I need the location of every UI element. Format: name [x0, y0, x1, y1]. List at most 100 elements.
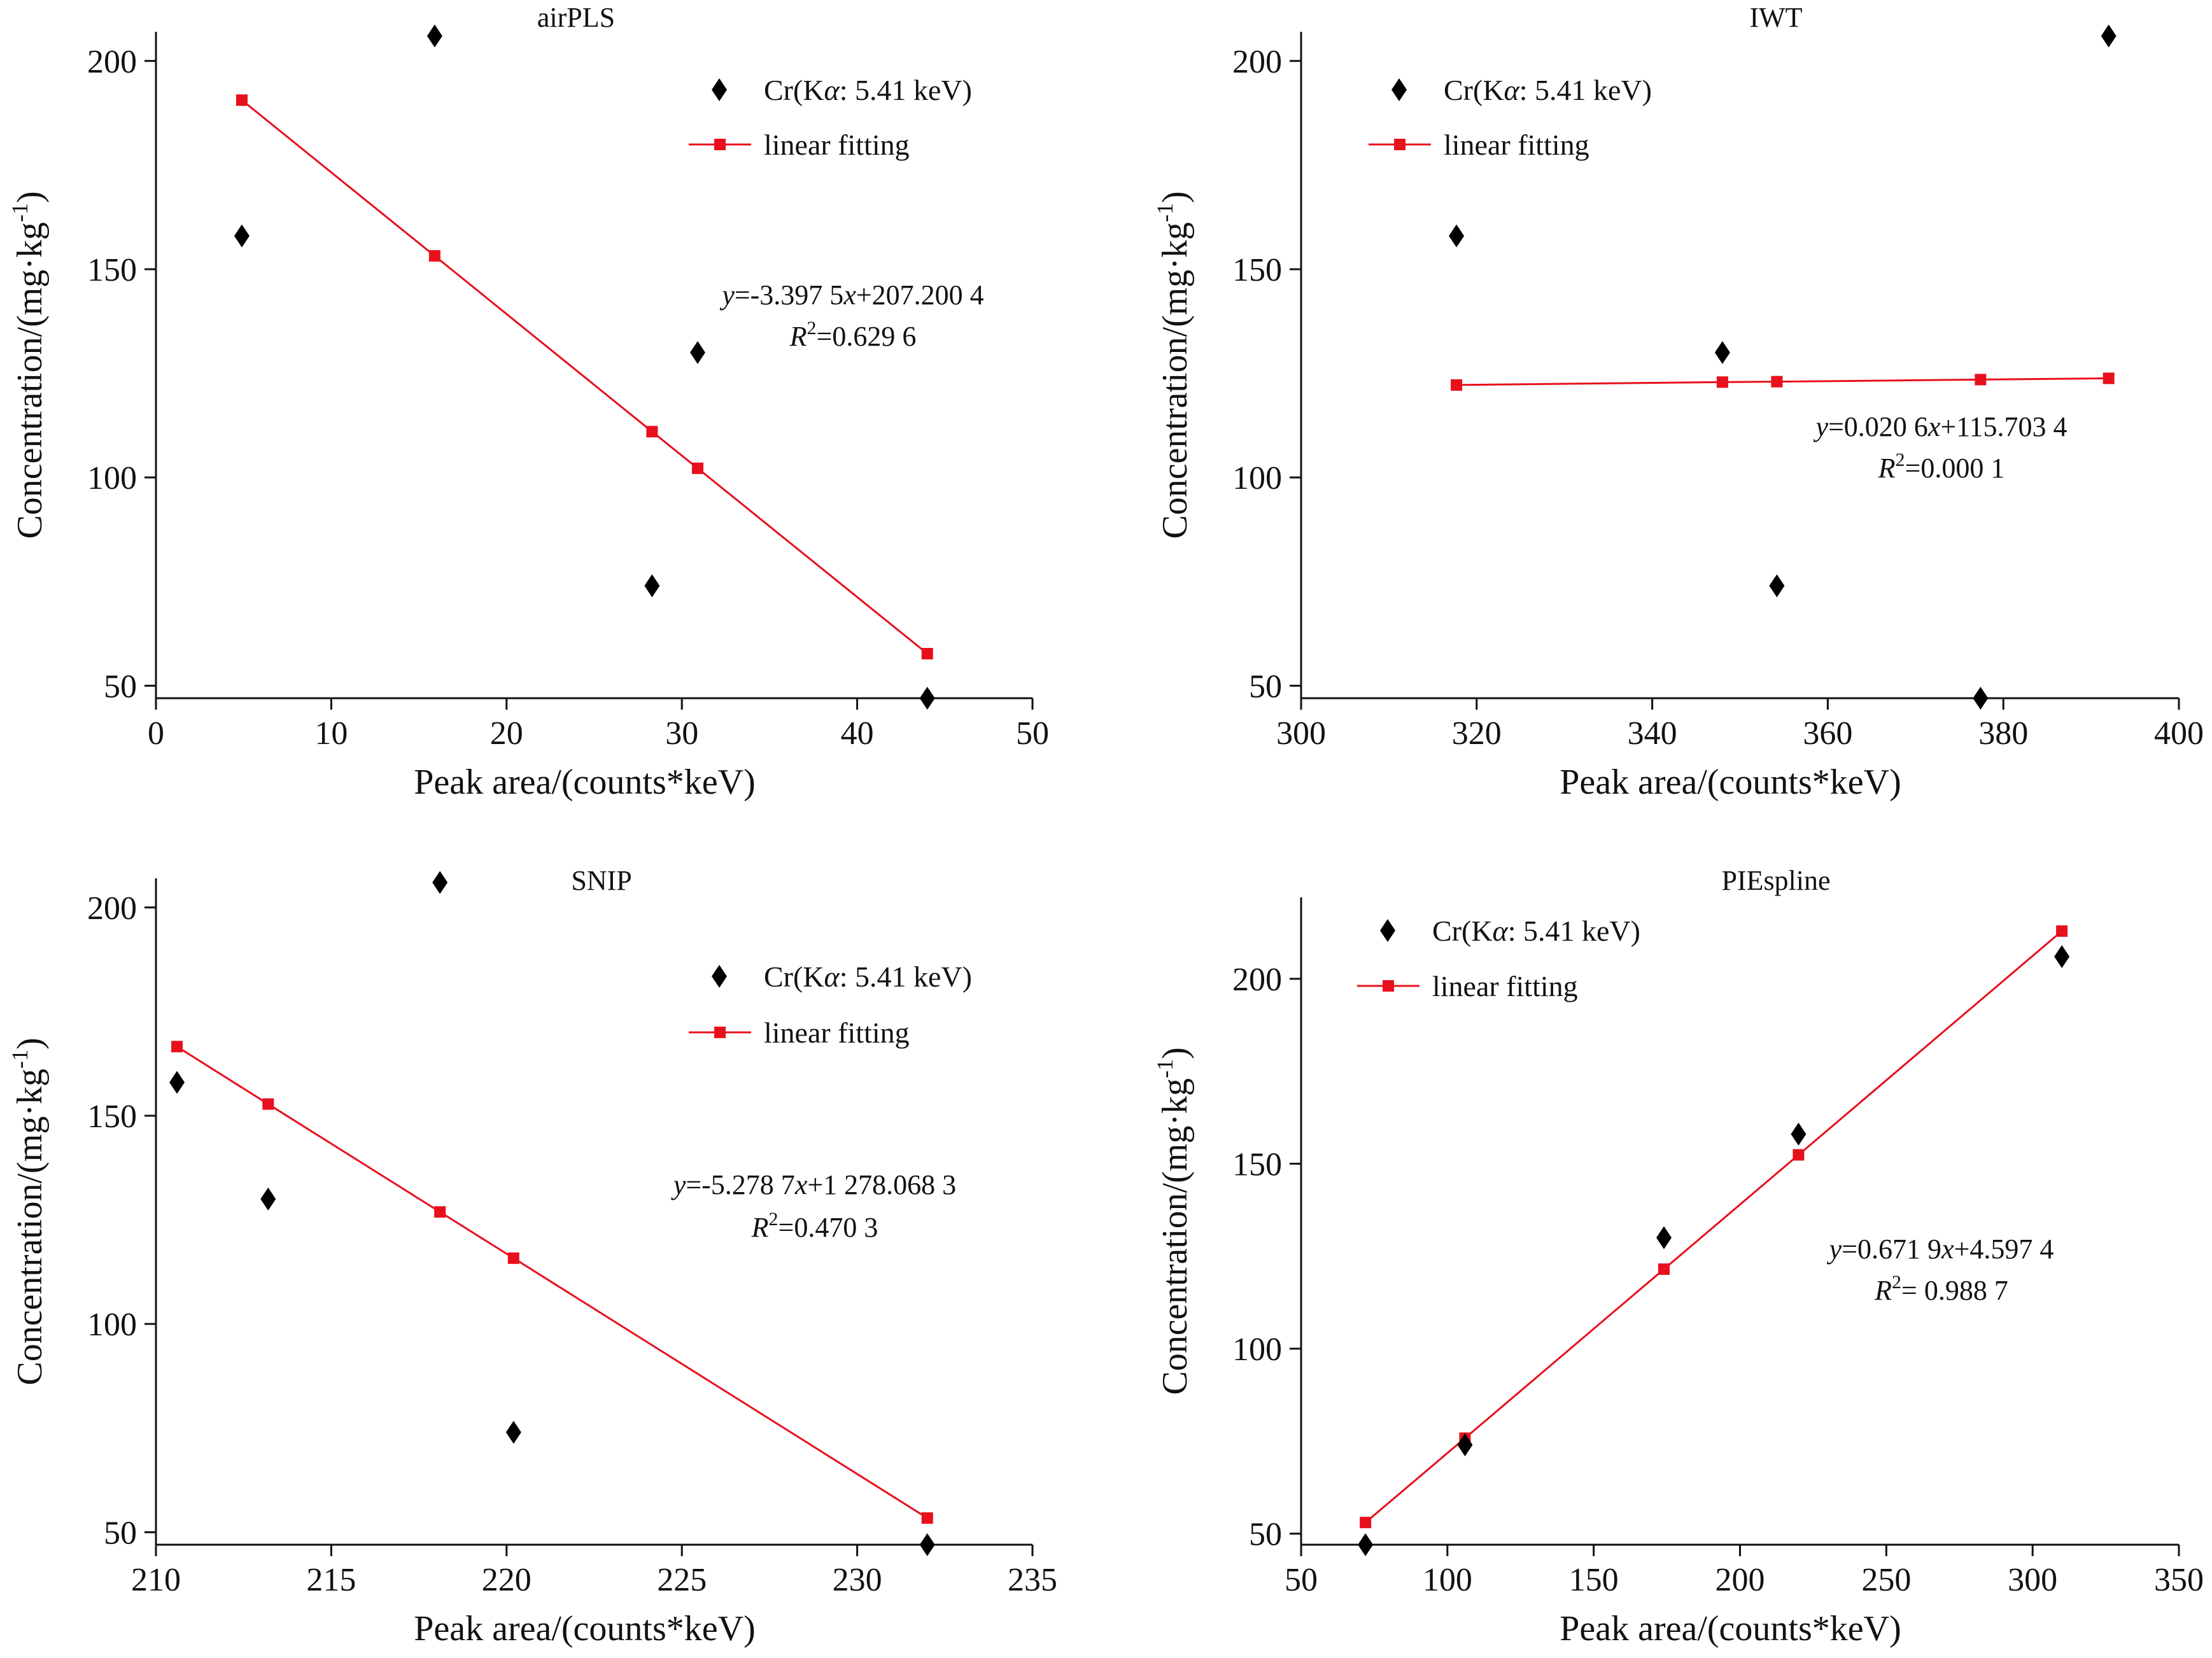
legend-label-rest: : 5.41 keV): [1508, 915, 1640, 947]
data-point: [2054, 945, 2070, 968]
data-point: [2101, 24, 2117, 48]
fit-point: [507, 1252, 519, 1264]
equation-y-symbol: y: [671, 1169, 686, 1200]
y-axis-label-main: Concentration/(mg·kg: [10, 222, 50, 539]
equation-intercept: +1 278.068 3: [807, 1169, 956, 1200]
x-axis-label: Peak area/(counts*keV): [414, 1609, 755, 1648]
fit-point: [1975, 374, 1987, 386]
fit-point: [2056, 925, 2068, 937]
data-point: [432, 871, 448, 894]
equation-intercept: +4.597 4: [1954, 1233, 2054, 1265]
chart-panel-3: PIEspline 50 100 150 200 250 300 350 50 100 150 200…: [1152, 865, 2204, 1648]
equation-slope: =-5.278 7: [686, 1169, 794, 1200]
y-tick-label: 200: [1232, 44, 1282, 80]
legend-label-alpha: α: [1493, 915, 1509, 947]
data-point: [1656, 1226, 1672, 1249]
r-squared-value: =0.629 6: [817, 321, 917, 352]
fit-point: [1716, 376, 1728, 388]
legend-label-rest: : 5.41 keV): [840, 74, 972, 106]
y-axis-label-close: ): [1155, 191, 1195, 203]
legend-label-alpha: α: [1504, 74, 1520, 106]
fit-point: [1451, 379, 1463, 391]
r-symbol: R: [751, 1212, 769, 1243]
x-tick-label: 50: [1285, 1562, 1318, 1598]
r-squared: R2=0.470 3: [751, 1209, 878, 1243]
data-point: [644, 574, 660, 598]
y-axis-label-close: ): [10, 191, 50, 203]
x-tick-label: 50: [1016, 715, 1049, 752]
fit-point: [428, 250, 440, 262]
x-tick-label: 320: [1452, 715, 1502, 752]
y-tick-label: 200: [87, 890, 137, 927]
x-tick-label: 30: [665, 715, 698, 752]
data-point: [1791, 1122, 1807, 1146]
legend-label-rest: : 5.41 keV): [840, 960, 972, 993]
data-point: [1714, 341, 1730, 364]
r-superscript: 2: [1892, 1272, 1901, 1293]
legend-diamond-icon: [1380, 919, 1395, 942]
chart-panel-1: IWT 300 320 340 360 380 400 50 100 150 200 Peak are…: [1152, 2, 2204, 802]
legend-label-data: Cr(Kα: 5.41 keV): [764, 960, 972, 993]
x-axis-label: Peak area/(counts*keV): [1560, 1609, 1901, 1648]
y-axis-label-main: Concentration/(mg·kg: [10, 1069, 50, 1386]
x-tick-label: 225: [657, 1562, 707, 1598]
legend-fit-square-icon: [714, 139, 726, 150]
r-superscript: 2: [769, 1209, 778, 1230]
legend-label-fit: linear fitting: [1444, 129, 1589, 161]
fit-point: [921, 647, 933, 659]
legend: Cr(Kα: 5.41 keV) linear fitting: [1369, 74, 1652, 161]
y-tick-label: 150: [1232, 252, 1282, 288]
legend-label-alpha: α: [824, 960, 840, 993]
r-squared-value: =0.470 3: [778, 1212, 878, 1243]
fit-point: [921, 1512, 933, 1524]
x-tick-label: 340: [1628, 715, 1677, 752]
chart-panel-2: SNIP 210 215 220 225 230 235 50 100 150 200 Peak ar…: [7, 865, 1057, 1648]
x-tick-label: 100: [1423, 1562, 1472, 1598]
fit-point: [646, 426, 658, 438]
x-tick-label: 230: [833, 1562, 882, 1598]
legend-label-fit: linear fitting: [764, 129, 910, 161]
y-axis-label-superscript: -1: [7, 1050, 32, 1069]
fit-line: [241, 99, 928, 655]
x-tick-label: 300: [2008, 1562, 2057, 1598]
x-axis-label: Peak area/(counts*keV): [414, 762, 755, 802]
r-symbol: R: [1878, 453, 1896, 484]
fit-line: [176, 1046, 928, 1519]
y-axis-label-close: ): [10, 1037, 50, 1050]
chart-panel-0: airPLS 0 10 20 30 40 50 50 100 150 200 Peak area/(c…: [7, 2, 1049, 802]
data-point: [689, 341, 705, 364]
y-axis-label: Concentration/(mg·kg-1): [7, 191, 50, 538]
x-tick-label: 300: [1276, 715, 1326, 752]
y-tick-label: 100: [1232, 460, 1282, 496]
data-point: [234, 224, 250, 248]
legend-label-data: Cr(Kα: 5.41 keV): [1432, 915, 1640, 947]
fit-point: [434, 1206, 446, 1218]
fit-point: [171, 1041, 183, 1053]
equation-slope: =0.671 9: [1842, 1233, 1941, 1265]
y-axis-label-superscript: -1: [1152, 1059, 1178, 1078]
legend-label-rest: : 5.41 keV): [1519, 74, 1652, 106]
y-axis-label-close: ): [1155, 1047, 1195, 1059]
legend-fit-square-icon: [1383, 980, 1394, 992]
r-symbol: R: [789, 321, 807, 352]
legend-diamond-icon: [712, 965, 727, 988]
fit-point: [2103, 372, 2115, 384]
chart-title: IWT: [1749, 2, 1802, 33]
y-tick-label: 100: [87, 1307, 137, 1343]
equation-y-symbol: y: [719, 279, 735, 311]
fit-point: [1793, 1149, 1805, 1161]
data-point: [1769, 574, 1785, 598]
y-tick-label: 50: [1249, 1517, 1282, 1553]
r-superscript: 2: [1896, 449, 1905, 470]
y-axis-label-main: Concentration/(mg·kg: [1155, 1078, 1195, 1395]
y-tick-label: 100: [87, 460, 137, 496]
y-tick-label: 50: [1249, 668, 1282, 705]
equation-slope: =-3.397 5: [735, 279, 843, 311]
y-tick-label: 150: [87, 1099, 137, 1135]
equation-intercept: +207.200 4: [856, 279, 984, 311]
x-tick-label: 40: [841, 715, 874, 752]
legend-diamond-icon: [1391, 78, 1407, 101]
y-axis-label: Concentration/(mg·kg-1): [1152, 1047, 1195, 1395]
legend-label-fit: linear fitting: [1432, 970, 1578, 1002]
